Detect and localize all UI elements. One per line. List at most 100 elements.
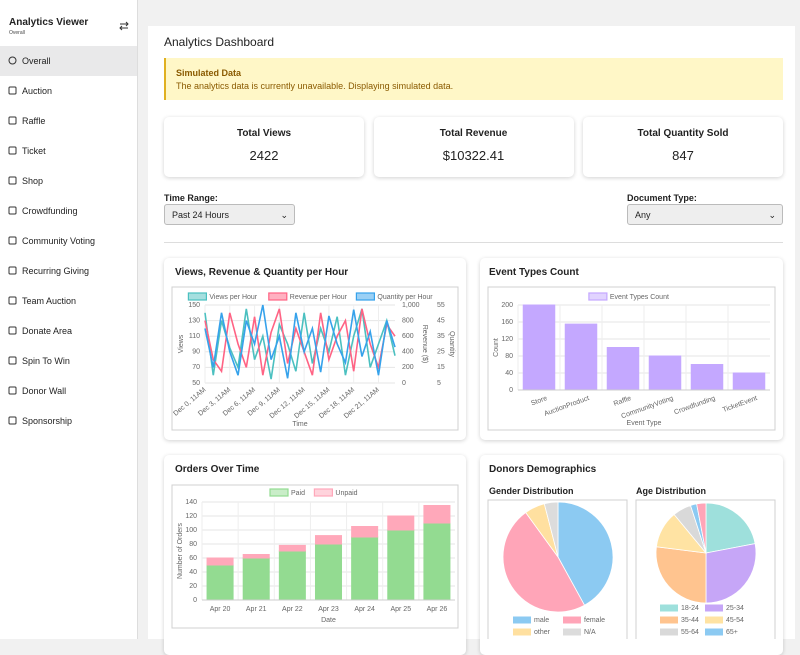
stat-label: Total Revenue — [439, 128, 508, 139]
axis-title: Time — [292, 421, 307, 428]
legend-label: Unpaid — [335, 490, 357, 497]
menu-item[interactable]: Auction — [0, 76, 137, 106]
axis-title: Revenue ($) — [421, 325, 428, 364]
y-tick-label: 50 — [192, 380, 200, 387]
legend-label: female — [584, 617, 605, 624]
icon-shape — [8, 266, 17, 275]
menu-item[interactable]: Donor Wall — [0, 376, 137, 406]
x-tick-label: Crowdfunding — [673, 395, 716, 416]
pie-slice — [655, 546, 707, 604]
time-range-select[interactable]: Past 24 Hours ⌄ — [164, 204, 295, 225]
x-tick-label: Apr 20 — [210, 606, 231, 613]
stat-value: 2422 — [249, 148, 279, 163]
menu-item[interactable]: Sponsorship — [0, 406, 137, 436]
pie-title: Age Distribution — [636, 486, 706, 496]
menu-item[interactable]: Spin To Win — [0, 346, 137, 376]
chart-frame — [171, 484, 459, 629]
menu-item[interactable]: Overall — [0, 46, 137, 76]
bar — [387, 529, 415, 601]
menu-icon — [8, 386, 17, 395]
bar — [732, 372, 766, 391]
pie-slice — [543, 501, 559, 558]
legend-swatch — [355, 292, 375, 301]
app-title: Analytics Viewer — [9, 17, 89, 28]
menu-item[interactable]: Raffle — [0, 106, 137, 136]
legend-label: Paid — [291, 490, 305, 497]
stat-value: $10322.41 — [442, 148, 505, 163]
pie-title: Gender Distribution — [489, 486, 574, 496]
y-tick-label: 80 — [189, 541, 197, 548]
document-type-select[interactable]: Any ⌄ — [627, 204, 783, 225]
y-tick-label: 5 — [437, 380, 441, 387]
select-value: Any — [635, 210, 651, 220]
bar — [314, 535, 343, 545]
menu-item[interactable]: Ticket — [0, 136, 137, 166]
legend-label: other — [534, 629, 551, 636]
menu-icon — [8, 86, 17, 95]
card-title: Event Types Count — [489, 267, 579, 278]
menu-item[interactable]: Crowdfunding — [0, 196, 137, 226]
menu-icon — [8, 116, 17, 125]
chevron: ⌄ — [280, 210, 288, 220]
y-tick-label: 20 — [189, 583, 197, 590]
menu-item[interactable]: Community Voting — [0, 226, 137, 256]
legend-label: Revenue per Hour — [290, 294, 348, 301]
y-tick-label: 200 — [501, 302, 513, 309]
menu-icon — [8, 236, 17, 245]
legend-swatch — [563, 628, 581, 636]
legend-label: 65+ — [726, 629, 738, 636]
divider — [164, 242, 783, 243]
menu-item[interactable]: Recurring Giving — [0, 256, 137, 286]
bar — [351, 526, 379, 538]
legend-swatch — [660, 604, 678, 612]
legend-swatch — [705, 604, 723, 612]
y-tick-label: 120 — [185, 513, 197, 520]
y-tick-label: 0 — [402, 380, 406, 387]
y-tick-label: 55 — [437, 302, 445, 309]
menu-item[interactable]: Shop — [0, 166, 137, 196]
bar — [278, 544, 306, 552]
x-tick-label: AuctionProduct — [543, 395, 590, 418]
menu-icon — [8, 56, 17, 65]
icon-shape — [8, 386, 17, 395]
collapse-toggle[interactable] — [118, 20, 130, 32]
y-tick-label: 100 — [185, 527, 197, 534]
legend-swatch — [313, 488, 333, 497]
chevron: ⌄ — [768, 210, 776, 220]
legend-label: 55-64 — [681, 629, 699, 636]
pie-slice — [502, 511, 586, 613]
menu-label: Overall — [22, 56, 51, 66]
legend-label: N/A — [584, 629, 596, 636]
stat-value: 847 — [672, 148, 694, 163]
pie-slice — [705, 543, 757, 604]
legend-swatch — [187, 292, 207, 301]
menu-item[interactable]: Team Auction — [0, 286, 137, 316]
menu-label: Raffle — [22, 116, 46, 126]
legend-swatch — [660, 628, 678, 636]
menu-label: Donate Area — [22, 326, 73, 336]
legend-label: male — [534, 617, 549, 624]
pie-slice — [705, 502, 756, 554]
y-tick-label: 160 — [501, 319, 513, 326]
menu-icon — [8, 296, 17, 305]
bar — [314, 543, 343, 601]
legend-label: Views per Hour — [209, 294, 257, 301]
menu-icon — [8, 326, 17, 335]
stat-label: Total Views — [236, 128, 292, 139]
menu-item[interactable]: Donate Area — [0, 316, 137, 346]
legend-swatch — [660, 616, 678, 624]
menu-label: Ticket — [22, 146, 46, 156]
chart-frame — [635, 499, 776, 639]
icon-shape — [8, 416, 17, 425]
y-tick-label: 120 — [501, 336, 513, 343]
bar — [606, 347, 640, 391]
y-tick-label: 70 — [192, 364, 200, 371]
legend-label: Event Types Count — [610, 294, 669, 301]
chart-frame — [171, 286, 459, 431]
x-tick-label: Apr 26 — [427, 606, 448, 613]
chart-frame — [487, 286, 776, 431]
menu-icon — [8, 356, 17, 365]
x-tick-label: TicketEvent — [722, 395, 759, 414]
stat-card: Total Revenue $10322.41 — [373, 117, 574, 177]
